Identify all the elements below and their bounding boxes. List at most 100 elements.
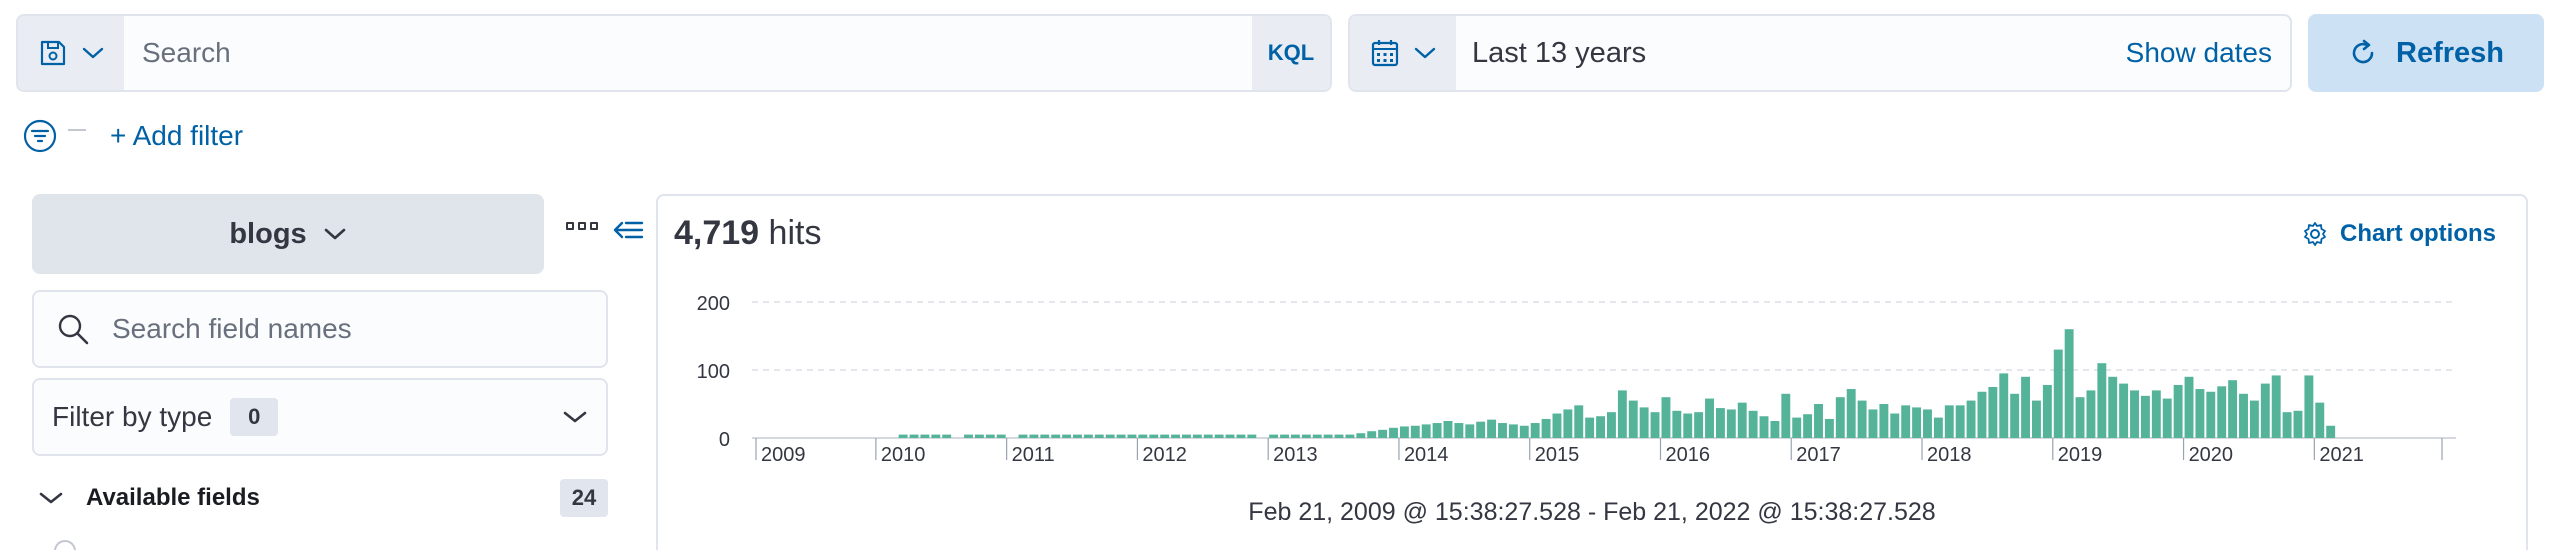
saved-query-button[interactable] <box>18 16 124 90</box>
histogram-bar <box>996 434 1006 438</box>
histogram-chart[interactable]: 0 100 200 2009 2010 2011 2012 2013 2014 2015 2016 2… <box>658 196 2526 496</box>
histogram-bar <box>1105 434 1115 438</box>
gear-icon <box>2304 222 2326 246</box>
histogram-bar <box>2326 425 2336 438</box>
histogram-bar <box>2053 349 2063 438</box>
histogram-bar <box>1955 405 1965 438</box>
refresh-button[interactable]: Refresh <box>2308 14 2544 92</box>
histogram-bar <box>1051 434 1061 438</box>
histogram-bar <box>1345 434 1355 438</box>
index-pattern-selector[interactable]: blogs <box>32 194 544 274</box>
histogram-bar <box>1214 434 1224 438</box>
chart-options-button[interactable]: Chart options <box>2302 220 2496 248</box>
index-pattern-options-icon[interactable] <box>566 222 598 230</box>
histogram-bar <box>1857 400 1867 438</box>
histogram-bar <box>1933 417 1943 438</box>
histogram-bar <box>1465 424 1475 438</box>
kql-toggle-button[interactable]: KQL <box>1252 16 1330 90</box>
hits-count: 4,719 <box>674 214 760 252</box>
filter-bar: + Add filter <box>22 116 243 156</box>
collapse-sidebar-icon[interactable] <box>612 218 644 246</box>
histogram-bar <box>2097 363 2107 438</box>
quick-menu-button[interactable] <box>1350 16 1456 90</box>
y-tick-label: 200 <box>697 293 730 315</box>
histogram-bar <box>1073 434 1082 438</box>
histogram-bar <box>1149 434 1159 438</box>
histogram-bar <box>1182 434 1191 438</box>
x-tick-label: 2011 <box>1012 444 1055 466</box>
histogram-bar <box>1519 425 1529 438</box>
chevron-down-icon <box>324 228 345 240</box>
chevron-down-icon <box>82 47 104 59</box>
histogram-bar <box>1323 434 1333 438</box>
histogram-bar <box>2108 376 2118 438</box>
histogram-bar <box>1247 434 1257 438</box>
filter-options-icon[interactable] <box>22 118 58 154</box>
histogram-bar <box>2184 376 2194 438</box>
histogram-bar <box>1585 417 1595 438</box>
query-bar: Search KQL <box>16 14 1332 92</box>
x-tick-label: 2020 <box>2189 444 2234 466</box>
histogram-bar <box>1770 421 1780 438</box>
histogram-bar <box>2119 383 2129 438</box>
filter-by-type-button[interactable]: Filter by type 0 <box>32 378 608 456</box>
histogram-bar <box>1269 434 1279 438</box>
show-dates-link[interactable]: Show dates <box>2125 37 2272 68</box>
histogram-bar <box>1694 412 1704 438</box>
histogram-bar <box>2010 393 2020 438</box>
histogram-bar <box>2293 410 2303 438</box>
field-search-input[interactable]: Search field names <box>32 290 608 368</box>
search-input[interactable]: Search <box>124 16 1252 90</box>
histogram-bar <box>1476 421 1486 438</box>
chevron-down-icon <box>39 492 63 504</box>
histogram-bar <box>2162 398 2172 438</box>
histogram-bar <box>1410 425 1420 438</box>
available-fields-count: 24 <box>560 479 608 517</box>
histogram-bar <box>1421 424 1431 438</box>
save-icon <box>40 40 66 66</box>
hits-counter: 4,719 hits <box>674 214 821 253</box>
histogram-bar <box>964 434 973 438</box>
x-tick-label: 2018 <box>1927 444 1972 466</box>
histogram-bar <box>1356 433 1366 438</box>
histogram-bar <box>898 434 908 438</box>
histogram-bar <box>1443 421 1453 438</box>
histogram-bar <box>1116 434 1126 438</box>
histogram-bar <box>1803 414 1813 438</box>
histogram-bar <box>1171 434 1180 438</box>
histogram-bar <box>2064 329 2074 438</box>
histogram-bar <box>1312 434 1322 438</box>
histogram-bar <box>1607 412 1616 438</box>
histogram-bar <box>2075 397 2085 438</box>
x-tick-label: 2017 <box>1796 444 1841 466</box>
histogram-bar <box>1868 409 1878 438</box>
histogram-bar <box>1672 410 1682 438</box>
x-tick-label: 2012 <box>1142 444 1187 466</box>
histogram-bar <box>2315 402 2325 438</box>
histogram-bar <box>2260 383 2270 438</box>
histogram-bar <box>942 434 952 438</box>
histogram-bar <box>1628 400 1638 438</box>
histogram-bar <box>931 434 941 438</box>
x-tick-label: 2010 <box>881 444 926 466</box>
histogram-bar <box>1792 417 1802 438</box>
histogram-bar <box>1094 434 1104 438</box>
available-fields-toggle[interactable]: Available fields 24 <box>38 478 608 518</box>
histogram-bar <box>1508 424 1518 438</box>
chevron-down-icon <box>1414 47 1436 59</box>
filter-count-badge: 0 <box>230 398 279 436</box>
histogram-bar <box>1138 434 1148 438</box>
histogram-bar <box>1846 389 1856 438</box>
histogram-bar <box>2173 384 2183 438</box>
add-filter-button[interactable]: + Add filter <box>110 120 244 151</box>
histogram-bar <box>2217 386 2227 438</box>
histogram-bar <box>1748 410 1758 438</box>
x-tick-label: 2014 <box>1404 444 1449 466</box>
chart-options-label: Chart options <box>2340 220 2496 247</box>
histogram-bar <box>2086 390 2096 438</box>
histogram-bar <box>1835 397 1845 438</box>
histogram-bar <box>1737 402 1747 438</box>
field-search-placeholder: Search field names <box>112 313 352 344</box>
time-range-display[interactable]: Last 13 years <box>1472 36 1647 69</box>
histogram-bar <box>1083 434 1093 438</box>
